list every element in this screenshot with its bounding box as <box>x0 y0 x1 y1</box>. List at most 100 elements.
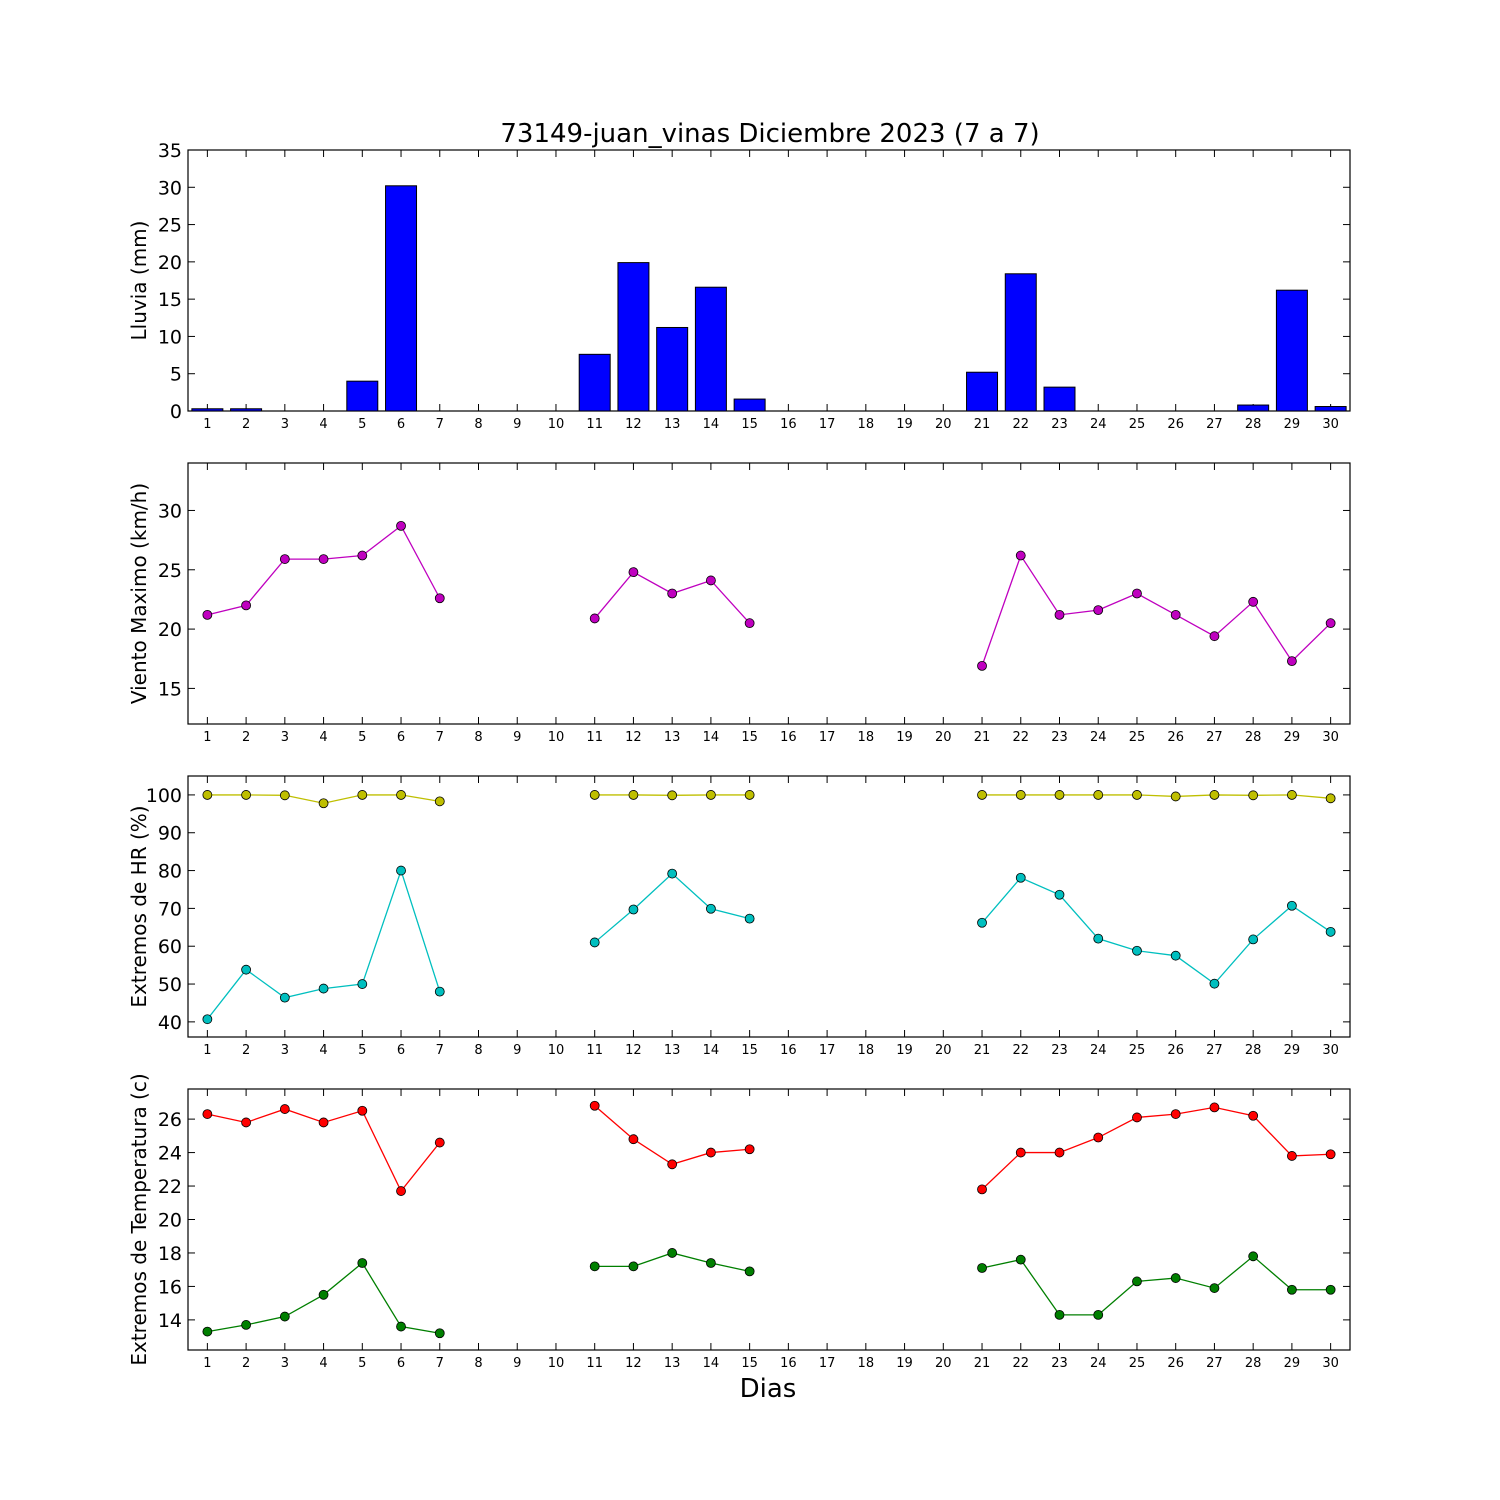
rain-xtick-label: 18 <box>858 417 875 432</box>
humidity-series-0-point-day-21 <box>977 790 987 800</box>
rain-xtick-label: 16 <box>780 417 797 432</box>
wind-xtick-label: 6 <box>397 730 405 745</box>
humidity-ytick-label: 70 <box>158 898 182 920</box>
wind-xtick-label: 12 <box>625 730 642 745</box>
temperature-ytick-label: 18 <box>158 1243 182 1265</box>
wind-xtick-label: 28 <box>1245 730 1262 745</box>
rain-ytick-label: 10 <box>158 326 182 348</box>
wind-series-0-line <box>981 554 1332 667</box>
rain-xtick-label: 9 <box>513 417 521 432</box>
rain-xtick-label: 13 <box>664 417 681 432</box>
humidity-series-1-point-day-25 <box>1132 945 1142 956</box>
humidity-xtick-label: 28 <box>1245 1043 1262 1058</box>
humidity-series-1-point-day-21 <box>977 917 987 928</box>
humidity-series-0-point-day-24 <box>1093 790 1104 800</box>
temperature-xtick-label: 22 <box>1012 1356 1029 1371</box>
temperature-series-1-point-day-6 <box>396 1321 406 1332</box>
rain-bar-day-5 <box>346 380 379 412</box>
wind-xtick-label: 26 <box>1167 730 1184 745</box>
humidity-series-0-point-day-27 <box>1209 790 1220 800</box>
wind-series-0-point-day-1 <box>202 609 213 620</box>
humidity-xtick-label: 10 <box>548 1043 565 1058</box>
temperature-series-0-point-day-24 <box>1093 1132 1104 1143</box>
rain-ytick-label: 0 <box>170 401 182 423</box>
wind-xtick-label: 1 <box>203 730 211 745</box>
temperature-xtick-label: 13 <box>664 1356 681 1371</box>
rain-xtick-label: 8 <box>474 417 482 432</box>
wind-series-0-point-day-11 <box>589 613 600 624</box>
humidity-ytick-label: 40 <box>158 1012 182 1034</box>
humidity-series-1-point-day-4 <box>318 983 329 994</box>
humidity-series-1-line <box>981 876 1331 985</box>
temperature-series-1-point-day-2 <box>241 1320 252 1330</box>
temperature-xtick-label: 15 <box>741 1356 758 1371</box>
wind-xtick-label: 29 <box>1284 730 1301 745</box>
humidity-xtick-label: 8 <box>474 1043 482 1058</box>
humidity-xtick-label: 1 <box>203 1043 211 1058</box>
wind-xtick-label: 10 <box>548 730 565 745</box>
rain-ytick-label: 5 <box>170 364 182 386</box>
humidity-series-0-point-day-29 <box>1287 790 1297 800</box>
temperature-series-1-point-day-25 <box>1132 1276 1142 1287</box>
wind-series-0-point-day-6 <box>396 520 406 531</box>
temperature-series-0-point-day-11 <box>589 1100 600 1111</box>
wind-xtick-label: 7 <box>436 730 444 745</box>
temperature-series-0-point-day-13 <box>667 1159 678 1170</box>
humidity-series-0-line <box>982 794 1331 799</box>
wind-series-0-point-day-26 <box>1170 609 1181 620</box>
rain-xtick-label: 6 <box>397 417 405 432</box>
temperature-series-0-point-day-22 <box>1015 1147 1026 1158</box>
humidity-ytick-label: 80 <box>158 861 182 883</box>
temperature-series-0-point-day-26 <box>1170 1109 1181 1119</box>
temperature-series-1-point-day-24 <box>1093 1309 1104 1320</box>
humidity-series-1-point-day-1 <box>202 1014 213 1025</box>
wind-xtick-label: 21 <box>974 730 991 745</box>
rain-xtick-label: 22 <box>1012 417 1029 432</box>
wind-series-0-point-day-25 <box>1132 588 1142 599</box>
temperature-xtick-label: 10 <box>548 1356 565 1371</box>
humidity-xtick-label: 17 <box>819 1043 836 1058</box>
humidity-xtick-label: 29 <box>1284 1043 1301 1058</box>
temperature-series-0-point-day-15 <box>744 1144 755 1155</box>
rain-xtick-label: 11 <box>586 417 603 432</box>
humidity-xtick-label: 25 <box>1129 1043 1146 1058</box>
temperature-series-1-point-day-3 <box>279 1311 290 1322</box>
wind-series-0-point-day-13 <box>667 588 678 599</box>
wind-ytick-label: 20 <box>158 619 182 641</box>
wind-series-0-line <box>207 524 441 616</box>
wind-xtick-label: 19 <box>896 730 913 745</box>
humidity-series-1-point-day-29 <box>1287 900 1297 911</box>
rain-xtick-label: 19 <box>896 417 913 432</box>
humidity-xtick-label: 24 <box>1090 1043 1107 1058</box>
wind-series-0-point-day-21 <box>977 660 987 671</box>
rain-ytick-label: 25 <box>158 215 182 237</box>
temperature-xtick-label: 1 <box>203 1356 211 1371</box>
wind-series-0-point-day-27 <box>1209 631 1220 642</box>
temperature-series-0-line <box>981 1106 1331 1190</box>
x-axis-label: Dias <box>740 1374 797 1404</box>
wind-series-0-point-day-3 <box>279 554 290 564</box>
temperature-series-1-point-day-26 <box>1170 1273 1181 1283</box>
wind-xtick-label: 15 <box>741 730 758 745</box>
temperature-series-1-point-day-29 <box>1287 1284 1297 1295</box>
humidity-series-1-point-day-23 <box>1054 889 1065 900</box>
rain-xtick-label: 1 <box>203 417 211 432</box>
humidity-series-0-point-day-25 <box>1132 790 1142 800</box>
wind-xtick-label: 30 <box>1322 730 1339 745</box>
humidity-xtick-label: 15 <box>741 1043 758 1058</box>
rain-bar-day-13 <box>656 326 689 412</box>
rain-ytick-label: 35 <box>158 140 182 162</box>
rain-xtick-label: 17 <box>819 417 836 432</box>
rain-xtick-label: 7 <box>436 417 444 432</box>
humidity-xtick-label: 9 <box>513 1043 521 1058</box>
humidity-series-1-point-day-22 <box>1015 872 1026 883</box>
temperature-xtick-label: 18 <box>858 1356 875 1371</box>
rain-bar-day-2 <box>230 408 263 412</box>
temperature-xtick-label: 27 <box>1206 1356 1223 1371</box>
temperature-xtick-label: 5 <box>358 1356 366 1371</box>
rain-xtick-label: 5 <box>358 417 366 432</box>
temperature-xtick-label: 23 <box>1051 1356 1068 1371</box>
rain-xtick-label: 29 <box>1284 417 1301 432</box>
